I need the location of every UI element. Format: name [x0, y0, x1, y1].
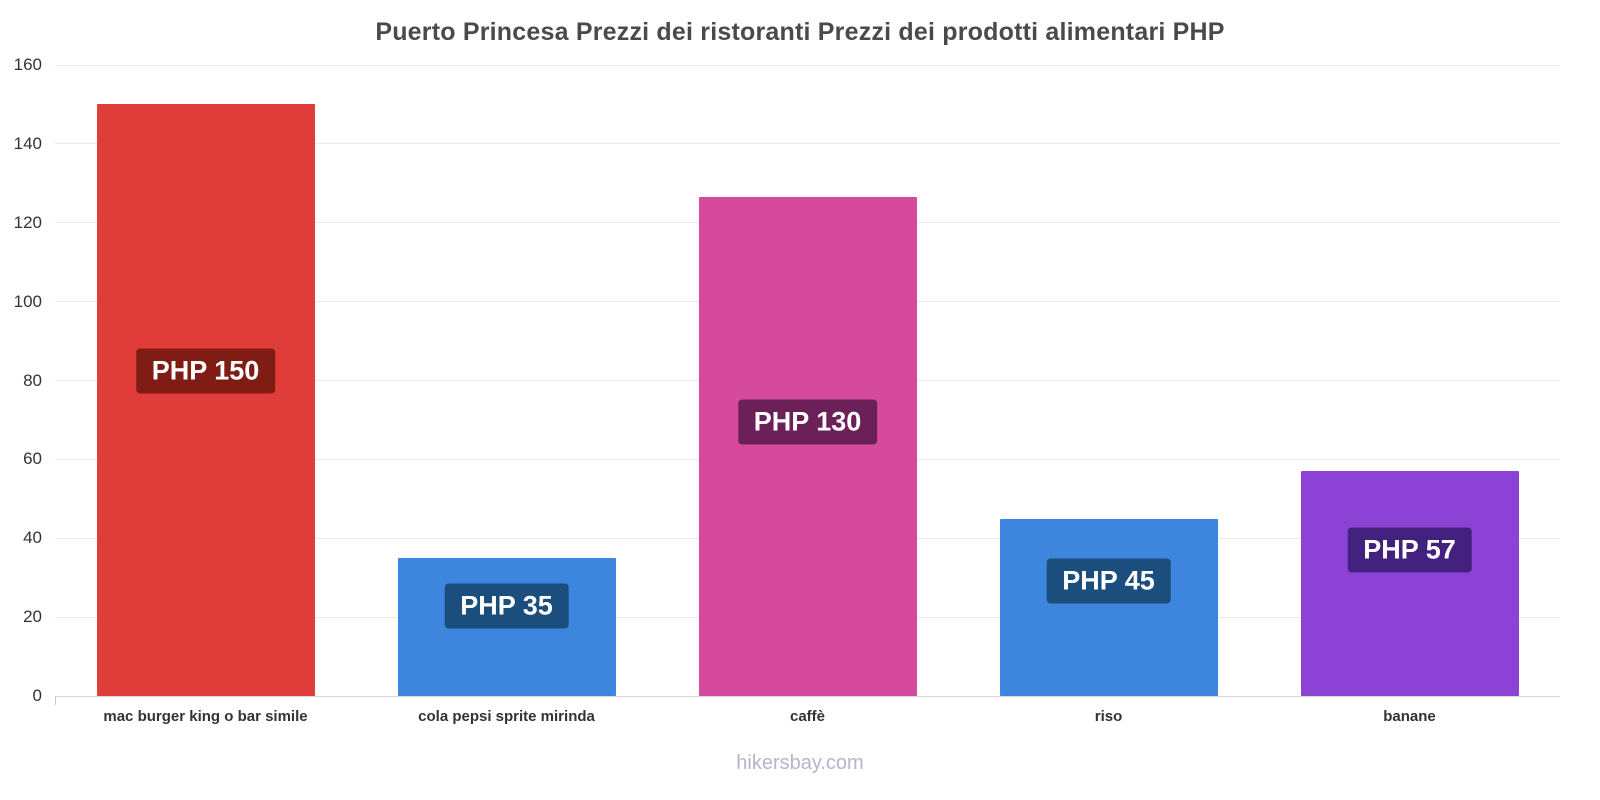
bars-layer: PHP 150 PHP 35 PHP 130 PHP 45 PHP 57	[55, 65, 1560, 696]
x-category-label-2: caffè	[789, 708, 826, 725]
x-category-label-4: banane	[1383, 708, 1436, 725]
x-category-label-1: cola pepsi sprite mirinda	[418, 708, 595, 725]
bar-4: PHP 57	[1300, 471, 1519, 696]
y-tick-label-60: 60	[23, 449, 42, 469]
x-axis-labels: mac burger king o bar simile cola pepsi s…	[55, 708, 1560, 725]
bar-value-label-0: PHP 150	[135, 348, 276, 394]
y-tick-label-100: 100	[13, 291, 42, 311]
bar-slot-2: PHP 130	[657, 65, 958, 696]
x-axis-origin-tick	[55, 696, 56, 705]
bar-value-label-3: PHP 45	[1046, 558, 1171, 604]
bar-3: PHP 45	[999, 518, 1218, 696]
bar-value-label-2: PHP 130	[737, 399, 878, 445]
bar-0: PHP 150	[96, 104, 315, 696]
chart-title: Puerto Princesa Prezzi dei ristoranti Pr…	[375, 18, 1225, 46]
gridline-140	[55, 143, 1560, 145]
y-tick-label-160: 160	[13, 55, 42, 74]
bar-slot-0: PHP 150	[55, 65, 356, 696]
y-tick-label-0: 0	[32, 686, 42, 705]
plot-area: PHP 150 PHP 35 PHP 130 PHP 45 PHP 57	[55, 64, 1560, 697]
bar-slot-1: PHP 35	[356, 65, 657, 696]
y-tick-label-20: 20	[23, 607, 42, 627]
bar-slot-3: PHP 45	[958, 65, 1259, 696]
bar-value-label-1: PHP 35	[444, 583, 569, 629]
footer-link[interactable]: hikersbay.com	[736, 752, 864, 774]
gridline-0	[55, 695, 1560, 697]
y-tick-label-40: 40	[23, 528, 42, 548]
y-tick-label-120: 120	[13, 212, 42, 232]
x-category-label-3: riso	[1094, 708, 1123, 725]
y-tick-label-80: 80	[23, 370, 42, 390]
x-category-label-0: mac burger king o bar simile	[103, 708, 308, 725]
bar-2: PHP 130	[698, 197, 917, 696]
y-tick-label-140: 140	[13, 133, 42, 153]
bar-value-label-4: PHP 57	[1347, 527, 1472, 573]
gridline-160	[55, 64, 1560, 66]
bar-slot-4: PHP 57	[1259, 65, 1560, 696]
y-axis: 0 20 40 60 80 100 120 140 160	[0, 55, 46, 705]
bar-1: PHP 35	[397, 557, 616, 696]
footer-credit: hikersbay.com	[0, 752, 1600, 775]
